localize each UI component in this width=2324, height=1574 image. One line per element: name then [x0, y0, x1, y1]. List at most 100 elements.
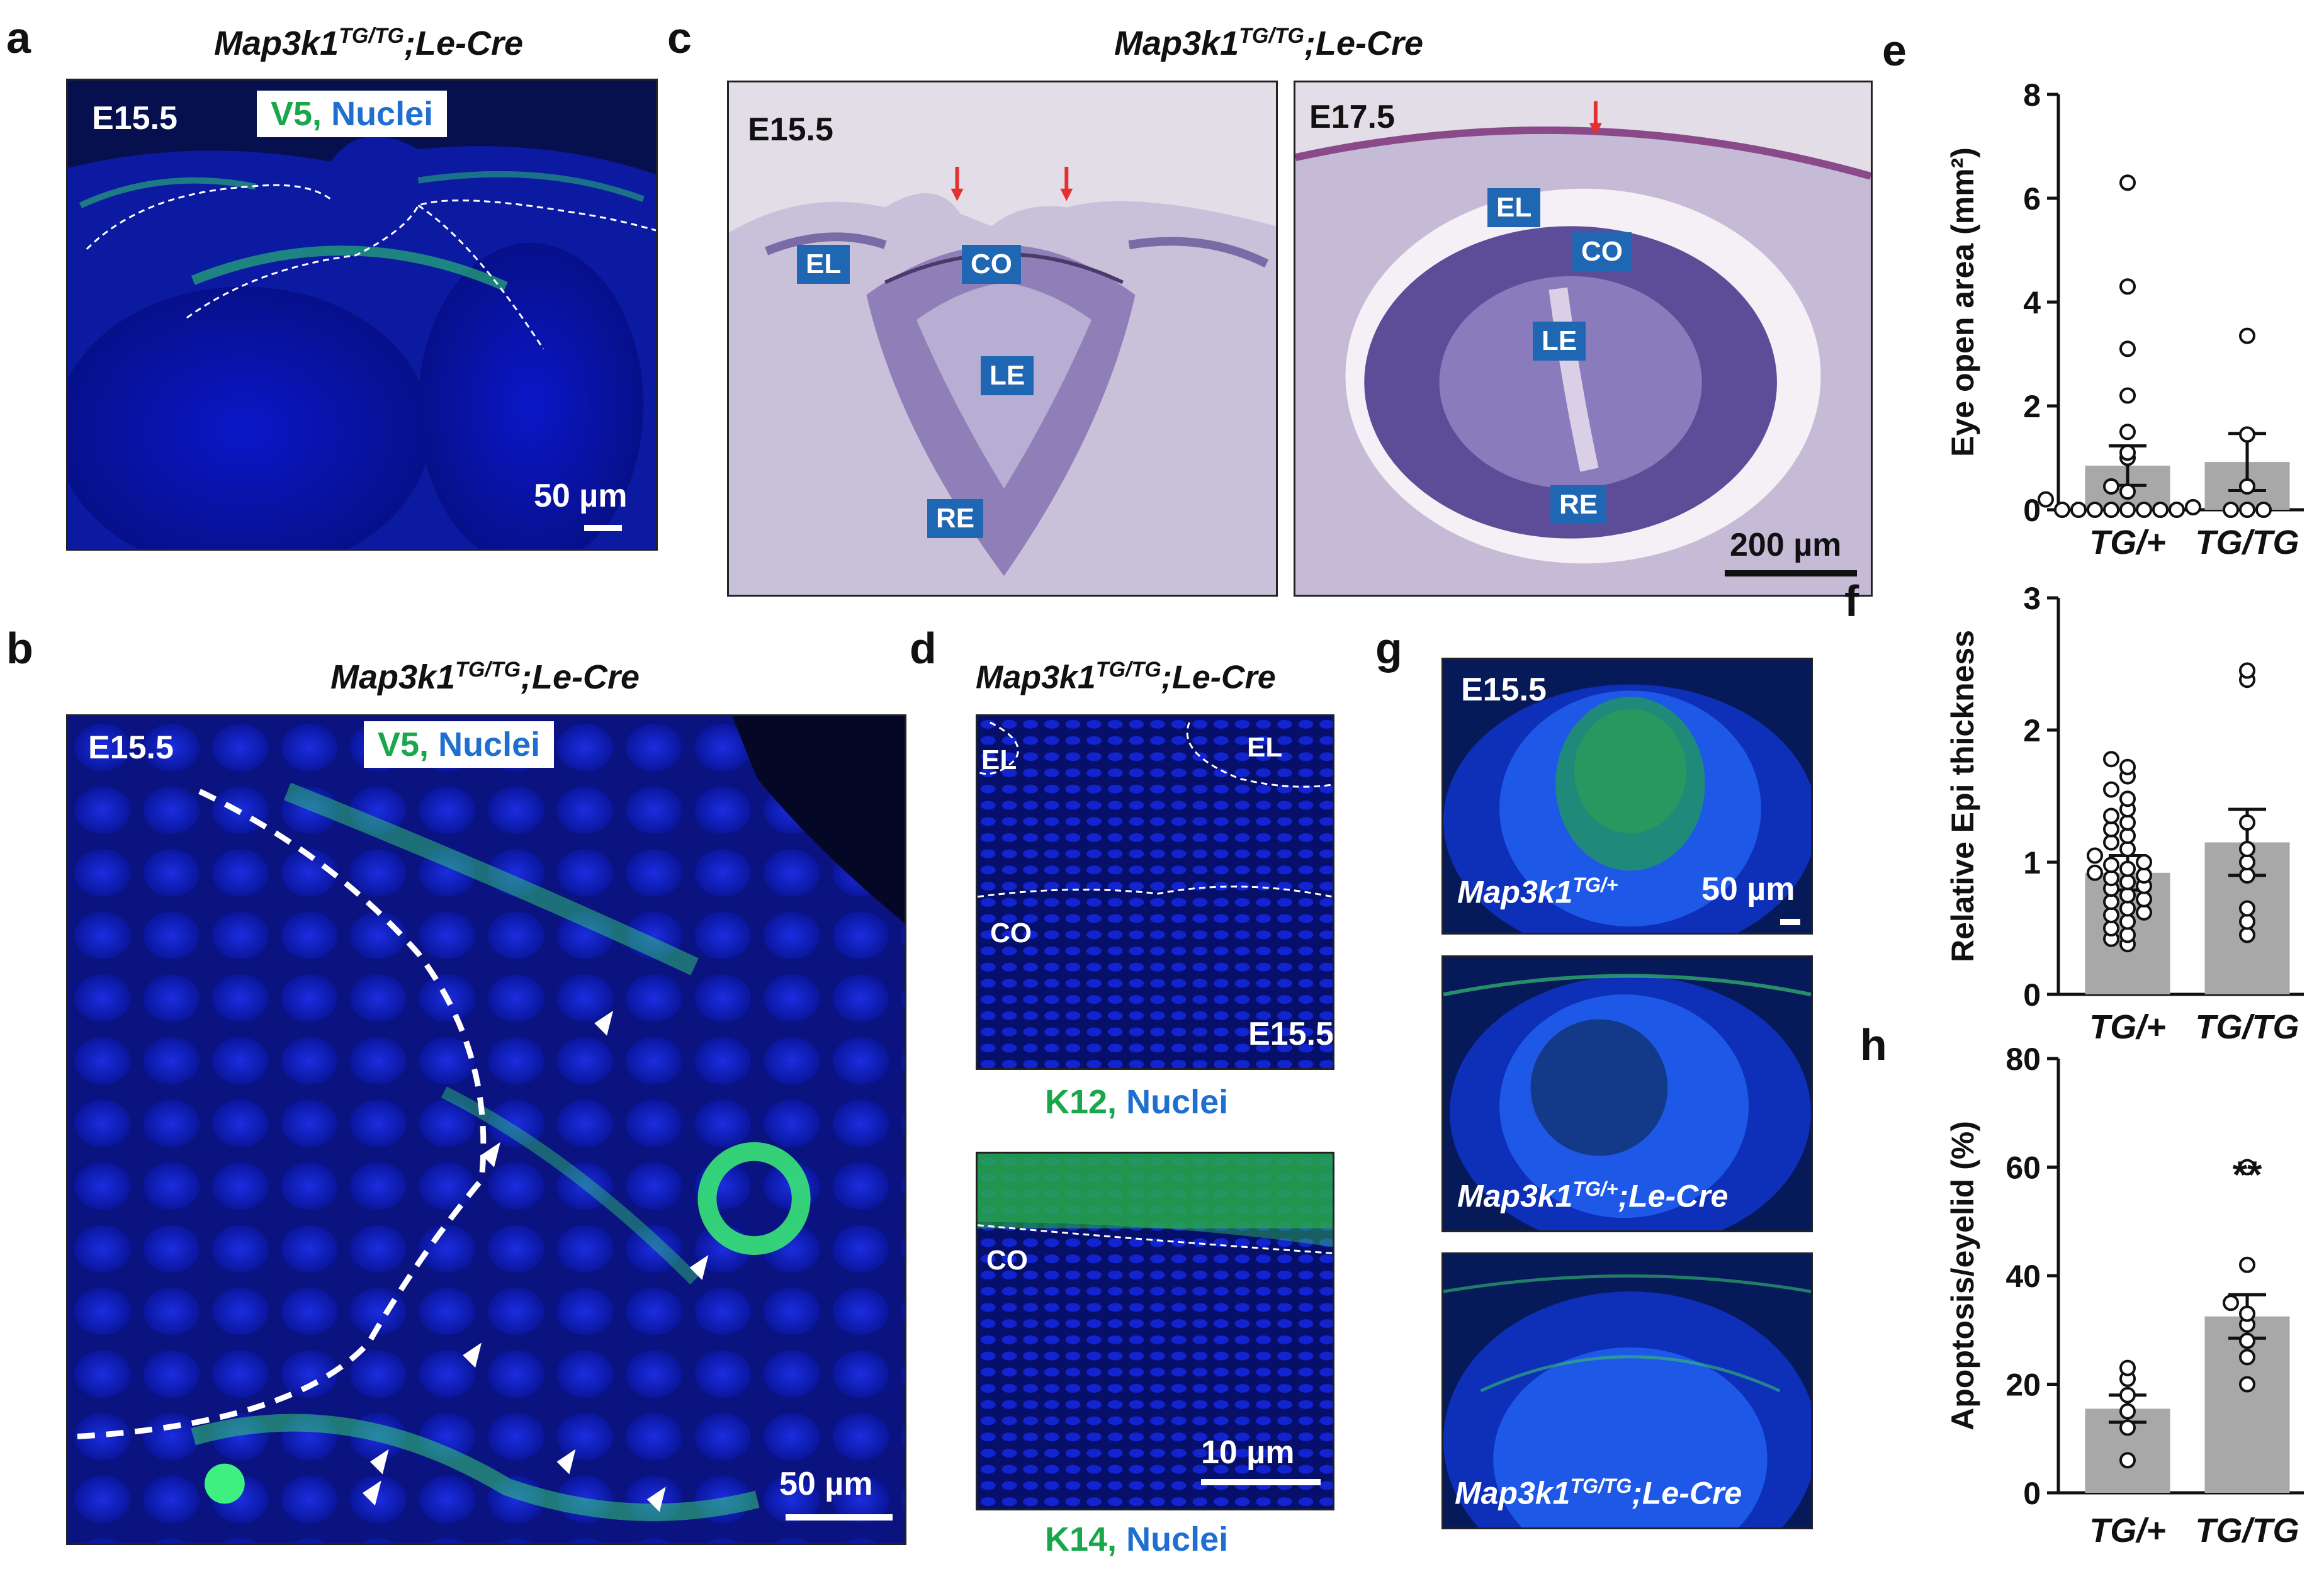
panel-d-scale-bar [1201, 1479, 1321, 1485]
data-point [2239, 926, 2255, 943]
data-point [2239, 854, 2255, 870]
data-point [2119, 874, 2136, 891]
data-point [2239, 502, 2255, 518]
y-tick-label: 1 [2023, 845, 2041, 880]
data-point [2119, 913, 2136, 930]
category-label: TG/+ [2089, 1512, 2166, 1549]
data-point [2239, 1256, 2255, 1273]
data-point [2119, 483, 2136, 500]
panel-d-bottom-caption: K14, Nuclei [1045, 1521, 1229, 1558]
data-point [2087, 864, 2103, 881]
data-point [2070, 502, 2087, 518]
panel-g-image-1: E15.5 Map3k1TG/+ 50 µm [1441, 658, 1813, 935]
tag-el: EL [1487, 188, 1541, 227]
panel-letter-g: g [1375, 624, 1402, 673]
data-point [2087, 847, 2103, 864]
tag-el: EL [981, 745, 1017, 775]
data-point [2119, 860, 2136, 877]
data-point [2119, 926, 2136, 943]
data-point [2152, 502, 2169, 518]
panel-c-right-stage: E17.5 [1309, 99, 1395, 135]
tag-el: EL [1247, 732, 1283, 763]
chart-f-svg: 0 1 2 3 Relative Epi thickness TG/+ TG/TG [1945, 581, 2304, 1046]
panel-letter-c: c [667, 13, 692, 62]
panel-c-scale-label: 200 µm [1730, 527, 1842, 563]
tag-co: CO [990, 918, 1032, 948]
data-point [2119, 790, 2136, 807]
panel-d-scale-label: 10 µm [1201, 1434, 1295, 1471]
data-point [2087, 502, 2103, 518]
data-point [2119, 1386, 2136, 1403]
y-tick-label: 0 [2023, 977, 2041, 1013]
panel-letter-b: b [6, 624, 33, 673]
panel-a-scale-bar [584, 525, 622, 531]
panel-letter-d: d [910, 624, 937, 673]
y-tick-label: 20 [2005, 1368, 2041, 1403]
data-point [2119, 387, 2136, 404]
data-point [2103, 781, 2119, 798]
data-point [2103, 502, 2119, 518]
tag-el: EL [797, 245, 850, 284]
y-tick-label: 4 [2023, 285, 2041, 320]
data-point [2239, 841, 2255, 857]
data-point [2119, 1359, 2136, 1376]
panel-a-stage: E15.5 [92, 100, 178, 137]
data-point [2239, 1349, 2255, 1366]
category-label: TG/+ [2089, 1008, 2166, 1046]
chart-h-svg: 0 20 40 60 80 Apoptosis/eyelid (%) TG/+ TG/TG ** [1945, 1042, 2304, 1549]
data-point [2119, 340, 2136, 357]
data-point [2103, 894, 2119, 910]
panel-b-scale-label: 50 µm [779, 1466, 873, 1502]
tag-le: LE [981, 356, 1034, 395]
panel-b-image: E15.5 V5, Nuclei 50 µm [66, 714, 906, 1545]
data-point [2239, 1332, 2255, 1349]
data-point [2119, 758, 2136, 775]
panel-g-scale-bar [1780, 919, 1800, 925]
data-point [2239, 1376, 2255, 1393]
data-point [2239, 900, 2255, 917]
data-point [2119, 424, 2136, 441]
panel-a-legend: V5, Nuclei [257, 91, 448, 137]
data-point [2239, 1305, 2255, 1322]
data-point [2119, 887, 2136, 904]
y-tick-label: 2 [2023, 389, 2041, 424]
data-point [2239, 867, 2255, 884]
category-label: TG/+ [2089, 524, 2166, 561]
data-point [2136, 502, 2152, 518]
data-point [2103, 821, 2119, 838]
data-point [2103, 920, 2119, 936]
y-tick-label: 8 [2023, 77, 2041, 113]
panel-d-top-image: EL EL CO E15.5 [976, 714, 1334, 1070]
panel-d-stage: E15.5 [1248, 1016, 1334, 1052]
data-point [2103, 857, 2119, 874]
y-axis-label: Eye open area (mm²) [1945, 147, 1980, 457]
y-tick-label: 40 [2005, 1259, 2041, 1294]
panel-g-image-3: Map3k1TG/TG;Le-Cre [1441, 1252, 1813, 1529]
chart-e: 0 2 4 6 8 Eye open area (mm²) TG/+ TG/TG [1914, 76, 2316, 579]
panel-b-stage: E15.5 [88, 729, 174, 766]
panel-b-scale-bar [786, 1514, 893, 1521]
data-point [2239, 913, 2255, 930]
panel-d-title: Map3k1TG/TG;Le-Cre [976, 658, 1276, 696]
tag-re: RE [927, 499, 984, 538]
panel-letter-f: f [1844, 576, 1859, 626]
category-label: TG/TG [2196, 524, 2299, 561]
data-point [2119, 814, 2136, 831]
tag-co: CO [1572, 232, 1632, 271]
panel-c-right-image: E17.5 EL CO LE RE 200 µm [1294, 81, 1873, 597]
data-point [2239, 327, 2255, 344]
panel-a-title: Map3k1TG/TG;Le-Cre [214, 24, 524, 62]
panel-c-title: Map3k1TG/TG;Le-Cre [1114, 24, 1424, 62]
panel-d-top-caption: K12, Nuclei [1045, 1083, 1229, 1121]
chart-f: 0 1 2 3 Relative Epi thickness TG/+ TG/TG [1914, 581, 2316, 1051]
data-point [2103, 834, 2119, 851]
data-point [2119, 444, 2136, 461]
panel-g-stage: E15.5 [1461, 672, 1547, 708]
panel-g-genotype-2: Map3k1TG/+;Le-Cre [1457, 1178, 1729, 1214]
data-point [2239, 426, 2255, 443]
data-point [2223, 502, 2239, 518]
y-axis-label: Apoptosis/eyelid (%) [1945, 1121, 1980, 1431]
data-point [2239, 1159, 2255, 1176]
data-point [2185, 498, 2201, 515]
panel-g-genotype-1: Map3k1TG/+ [1457, 874, 1618, 910]
